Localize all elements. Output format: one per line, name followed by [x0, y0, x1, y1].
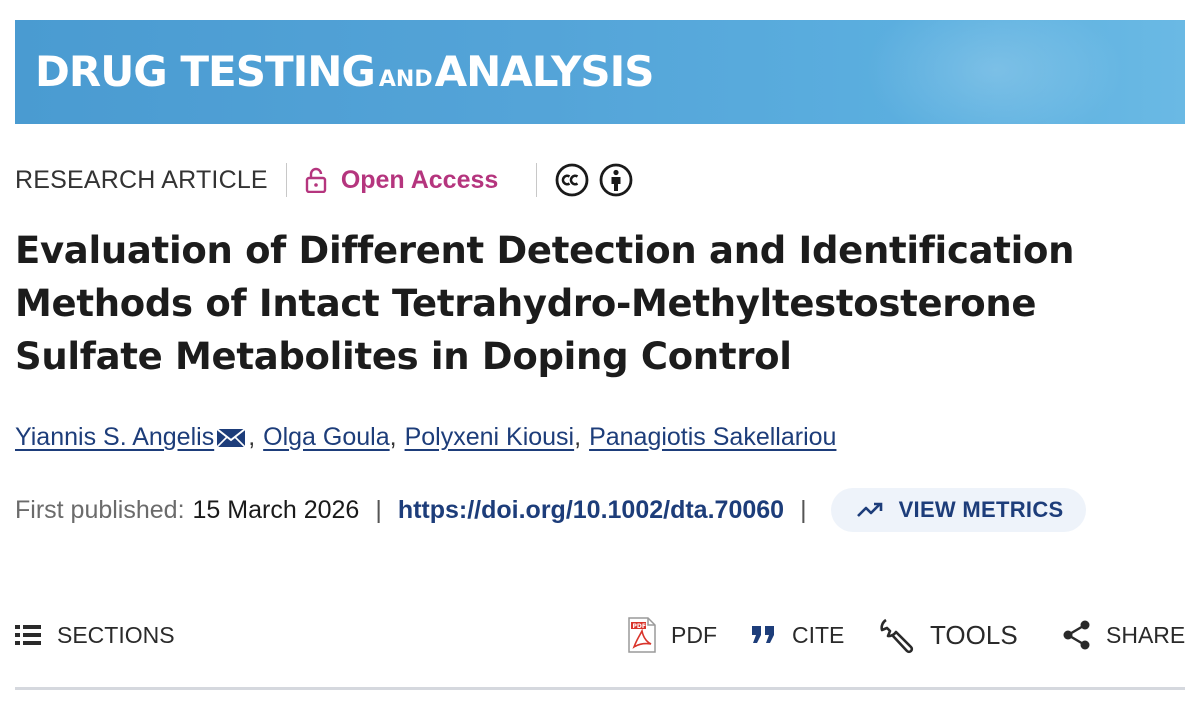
quote-icon — [752, 626, 774, 643]
author-separator: , — [574, 423, 582, 451]
license-icons[interactable] — [555, 163, 633, 197]
article-title: Evaluation of Different Detection and Id… — [15, 224, 1185, 383]
journal-title-part2: AND — [378, 67, 433, 92]
sections-button[interactable]: SECTIONS — [15, 612, 175, 658]
cite-button[interactable]: CITE — [750, 612, 844, 658]
author-separator: , — [248, 423, 256, 451]
cc-icon — [555, 163, 589, 197]
toolbar-divider — [15, 687, 1185, 690]
journal-title-part3: ANALYSIS — [434, 47, 655, 96]
share-icon — [1063, 620, 1090, 650]
published-date: 15 March 2026 — [192, 495, 360, 524]
journal-banner[interactable]: DRUG TESTING AND ANALYSIS — [15, 20, 1185, 124]
journal-title-part1: DRUG TESTING — [35, 47, 376, 96]
cite-label: CITE — [792, 621, 845, 648]
article-toolbar: SECTIONS PDF PDF CITE TOOLS SHARE — [0, 612, 1200, 658]
pipe-separator: | — [375, 495, 382, 524]
article-title-line: Sulfate Metabolites in Doping Control — [15, 335, 792, 378]
author-link[interactable]: Panagiotis Sakellariou — [589, 423, 837, 451]
open-access-label: Open Access — [340, 165, 499, 194]
share-label: SHARE — [1106, 621, 1186, 648]
published-label: First published: — [15, 495, 185, 524]
author-separator: , — [389, 423, 397, 451]
open-access-badge[interactable]: Open Access — [305, 166, 498, 195]
pdf-file-icon: PDF — [628, 617, 656, 653]
attribution-icon — [599, 163, 633, 197]
author-link[interactable]: Yiannis S. Angelis — [15, 423, 215, 451]
pipe-separator: | — [800, 495, 807, 524]
list-icon — [15, 625, 41, 645]
doi-link[interactable]: https://doi.org/10.1002/dta.70060 — [397, 495, 785, 524]
envelope-icon[interactable] — [216, 427, 246, 449]
sections-label: SECTIONS — [57, 621, 175, 648]
journal-title: DRUG TESTING AND ANALYSIS — [35, 47, 655, 96]
meta-divider-2 — [536, 163, 538, 197]
share-button[interactable]: SHARE — [1062, 612, 1185, 658]
author-link[interactable]: Polyxeni Kiousi — [404, 423, 575, 451]
wrench-icon — [880, 618, 914, 654]
article-title-line: Evaluation of Different Detection and Id… — [15, 229, 1075, 272]
pdf-label: PDF — [671, 621, 717, 648]
view-metrics-label: VIEW METRICS — [898, 497, 1064, 522]
view-metrics-button[interactable]: VIEW METRICS — [830, 488, 1086, 532]
svg-text:PDF: PDF — [633, 623, 646, 630]
article-title-line: Methods of Intact Tetrahydro-Methyltesto… — [15, 282, 1037, 325]
tools-button[interactable]: TOOLS — [878, 612, 1018, 658]
trending-up-icon — [856, 502, 882, 517]
lock-open-icon — [305, 167, 327, 193]
pdf-button[interactable]: PDF PDF — [627, 612, 717, 658]
article-type: RESEARCH ARTICLE — [15, 165, 268, 194]
tools-label: TOOLS — [930, 619, 1018, 650]
publication-row: First published: 15 March 2026 | https:/… — [15, 488, 1086, 532]
author-link[interactable]: Olga Goula — [263, 423, 390, 451]
author-list: Yiannis S. Angelis , Olga Goula , Polyxe… — [15, 423, 836, 452]
meta-divider — [285, 163, 287, 197]
article-meta-row: RESEARCH ARTICLE Open Access — [15, 160, 633, 200]
